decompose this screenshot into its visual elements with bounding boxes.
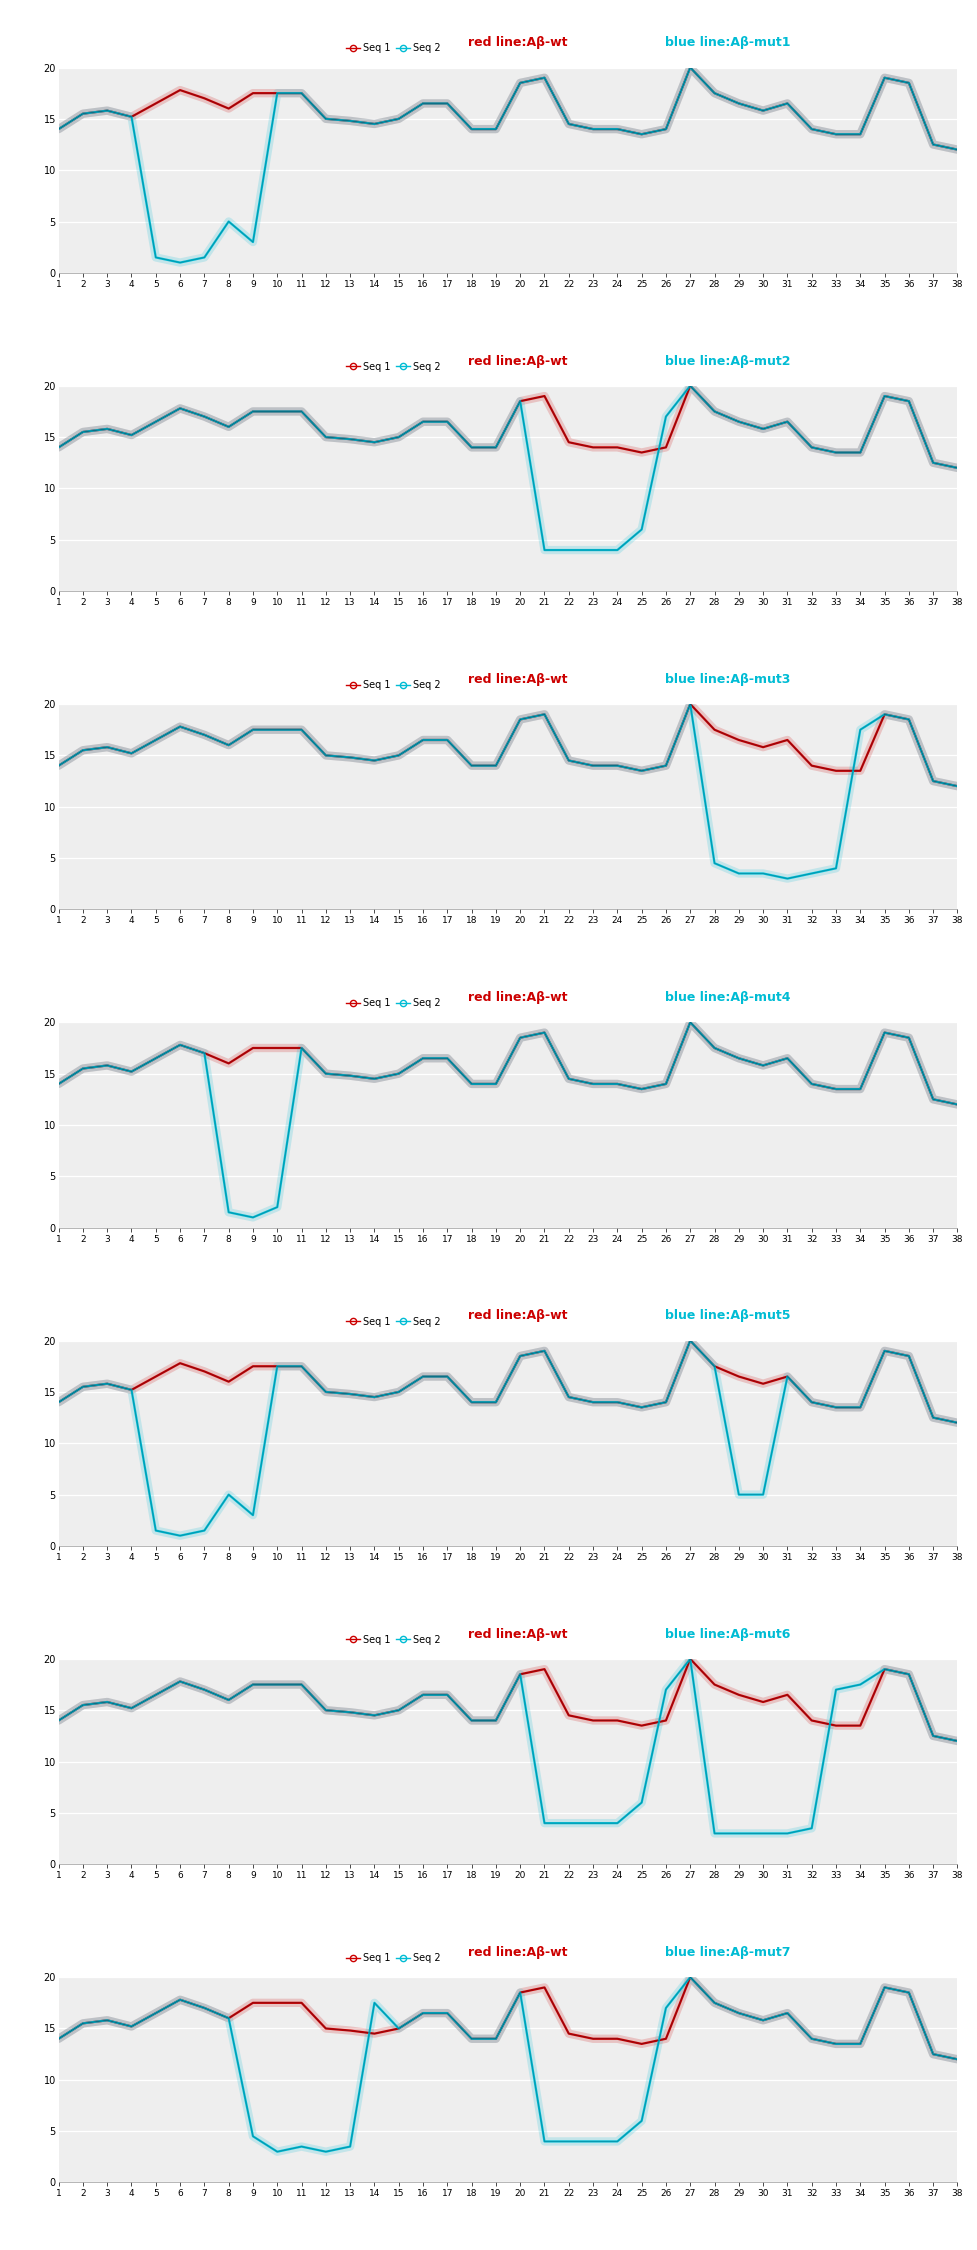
Text: blue line:Aβ-mut1: blue line:Aβ-mut1 [665, 36, 790, 50]
Text: red line:Aβ-wt: red line:Aβ-wt [468, 356, 567, 367]
Text: red line:Aβ-wt: red line:Aβ-wt [468, 992, 567, 1004]
Text: red line:Aβ-wt: red line:Aβ-wt [468, 1946, 567, 1960]
Text: blue line:Aβ-mut7: blue line:Aβ-mut7 [665, 1946, 790, 1960]
Text: blue line:Aβ-mut4: blue line:Aβ-mut4 [665, 992, 790, 1004]
Text: red line:Aβ-wt: red line:Aβ-wt [468, 36, 567, 50]
Text: red line:Aβ-wt: red line:Aβ-wt [468, 673, 567, 686]
Legend: Seq 1, Seq 2: Seq 1, Seq 2 [342, 675, 445, 693]
Legend: Seq 1, Seq 2: Seq 1, Seq 2 [342, 358, 445, 376]
Legend: Seq 1, Seq 2: Seq 1, Seq 2 [342, 1948, 445, 1966]
Legend: Seq 1, Seq 2: Seq 1, Seq 2 [342, 40, 445, 56]
Text: red line:Aβ-wt: red line:Aβ-wt [468, 1627, 567, 1640]
Text: blue line:Aβ-mut2: blue line:Aβ-mut2 [665, 356, 790, 367]
Text: red line:Aβ-wt: red line:Aβ-wt [468, 1310, 567, 1323]
Text: blue line:Aβ-mut5: blue line:Aβ-mut5 [665, 1310, 790, 1323]
Legend: Seq 1, Seq 2: Seq 1, Seq 2 [342, 1631, 445, 1649]
Legend: Seq 1, Seq 2: Seq 1, Seq 2 [342, 994, 445, 1012]
Text: blue line:Aβ-mut6: blue line:Aβ-mut6 [665, 1627, 790, 1640]
Legend: Seq 1, Seq 2: Seq 1, Seq 2 [342, 1312, 445, 1330]
Text: blue line:Aβ-mut3: blue line:Aβ-mut3 [665, 673, 790, 686]
